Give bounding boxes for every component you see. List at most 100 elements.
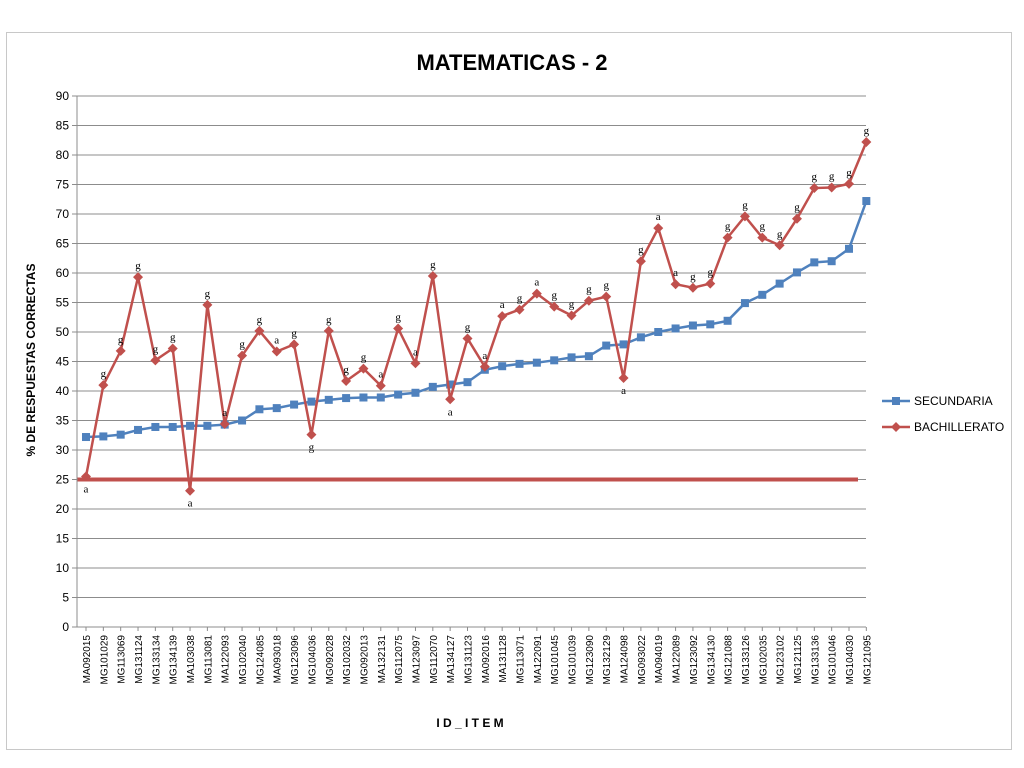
data-point [791,213,802,224]
x-tick-label: MG133134 [151,635,162,685]
data-point [393,323,404,334]
chart-title: MATEMATICAS - 2 [416,50,608,75]
annotation-label: a [656,211,661,223]
data-point [238,416,247,425]
x-tick-label: MA122091 [533,635,544,684]
annotation-label: g [430,259,436,271]
y-tick-label: 80 [56,148,70,162]
x-tick-label: MA093018 [273,635,284,684]
data-point [271,346,282,357]
legend-marker [892,397,900,405]
x-tick-label: MA132131 [377,635,388,684]
data-point [618,373,629,384]
data-point [358,363,369,374]
data-point [375,380,386,391]
data-point [255,405,264,414]
annotation-label: a [274,334,279,346]
x-tick-label: MG102035 [758,635,769,685]
data-point [341,375,352,386]
annotation-label: g [291,327,297,339]
data-point [99,432,108,441]
y-tick-label: 50 [56,325,70,339]
data-point [775,279,784,288]
annotation-label: g [864,125,870,137]
annotation-label: a [188,498,193,510]
x-tick-label: MG112070 [429,635,440,684]
series-line-secundaria [85,200,868,439]
x-tick-label: MG123092 [689,635,700,685]
y-tick-label: 55 [56,296,70,310]
data-point [202,299,213,310]
annotation-label: g [794,202,800,214]
data-point [427,270,438,281]
annotation-label: g [343,364,349,376]
y-tick-label: 35 [56,414,70,428]
data-point [445,394,456,405]
x-tick-label: MA092016 [481,635,492,684]
x-tick-label: MG134130 [706,635,717,685]
x-tick-label: MG123102 [776,635,787,685]
data-point [758,290,767,299]
x-tick-label: MG102040 [238,635,249,685]
x-tick-label: MG101039 [568,635,579,685]
y-tick-label: 10 [56,561,70,575]
data-point [567,353,576,362]
annotation-label: g [239,339,245,351]
annotation-label: g [708,267,714,279]
y-axis-label: % DE RESPUESTAS CORRECTAS [24,264,38,457]
annotation-label: g [760,221,766,233]
y-tick-label: 20 [56,502,70,516]
data-point [497,311,508,322]
data-point [98,380,109,391]
x-tick-label: MG123096 [290,635,301,685]
data-point [359,393,368,402]
x-tick-label: MG093022 [637,635,648,685]
annotation-label: a [378,369,383,381]
data-point [498,362,507,371]
annotation-label: a [222,407,227,419]
series-group [81,137,872,496]
annotation-label: g [742,199,748,211]
data-point [653,223,664,234]
x-tick-label: MG123090 [585,635,596,685]
annotation-label: g [690,271,696,283]
x-tick-label: MG113071 [516,635,527,684]
y-tick-label: 60 [56,266,70,280]
y-tick-label: 0 [62,620,69,634]
data-point [688,321,697,330]
data-point [272,404,281,413]
x-tick-label: MG132129 [602,635,613,685]
x-tick-label: MG101046 [828,635,839,685]
annotation-label: a [84,484,89,496]
annotation-label: g [361,352,367,364]
x-tick-label: MG131123 [463,635,474,684]
data-point [462,333,473,344]
y-tick-label: 45 [56,355,70,369]
annotation-label: g [153,343,159,355]
data-point [186,421,195,430]
annotation-label: g [309,442,315,454]
x-tick-label: MG124085 [255,635,266,685]
data-point [289,339,300,350]
legend-marker [891,422,901,432]
data-point [185,485,196,496]
data-point [757,232,768,243]
data-point [809,183,820,194]
data-point [844,244,853,253]
annotation-label: g [603,280,609,292]
data-point [394,390,403,399]
annotation-label: g [517,293,523,305]
annotation-label: g [205,288,211,300]
annotation-label: g [551,290,557,302]
data-point [150,355,161,366]
y-tick-label: 30 [56,443,70,457]
annotation-label: g [569,298,575,310]
data-point [549,301,560,312]
data-point [810,258,819,267]
annotation-label: g [135,260,141,272]
data-point [514,304,525,315]
data-point [237,350,248,361]
data-point [479,361,490,372]
